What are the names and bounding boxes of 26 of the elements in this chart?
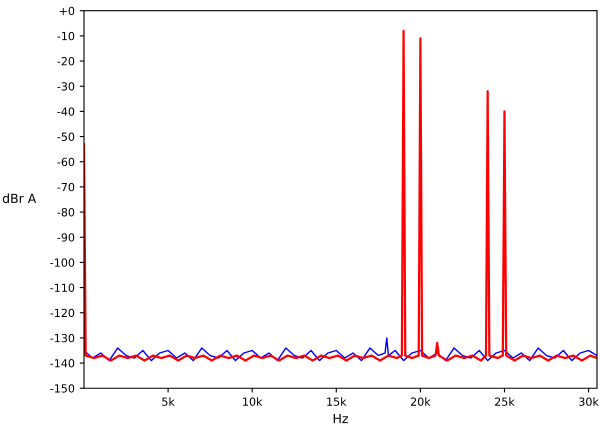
y-tick-label: -20 <box>57 57 74 66</box>
y-tick-label: -90 <box>57 233 74 242</box>
y-tick-label: -120 <box>50 308 74 318</box>
x-axis-title: Hz <box>334 414 348 424</box>
y-tick-label: +0 <box>60 6 74 16</box>
x-tick-label: 15k <box>327 397 347 406</box>
y-tick-label: -40 <box>57 107 74 116</box>
x-tick-label: 30k <box>579 397 599 406</box>
y-tick-label: -70 <box>57 182 74 192</box>
x-tick-label: 25k <box>495 397 515 406</box>
y-tick-label: -30 <box>57 82 74 91</box>
y-axis-title: dBr A <box>2 193 36 204</box>
y-tick-label: -110 <box>50 284 74 292</box>
y-tick-label: -150 <box>50 384 74 393</box>
x-tick-label: 20k <box>410 397 431 406</box>
x-tick-label: 5k <box>162 397 175 406</box>
y-tick-label: -100 <box>50 258 74 267</box>
y-tick-label: -50 <box>57 132 74 141</box>
x-tick-label: 10k <box>243 397 262 406</box>
line-series <box>84 337 597 362</box>
y-tick-label: -80 <box>57 208 74 216</box>
line-series <box>84 30 597 362</box>
y-tick-label: -130 <box>50 334 74 342</box>
y-tick-label: -60 <box>57 158 74 166</box>
y-tick-label: -10 <box>57 32 74 40</box>
y-tick-label: -140 <box>50 359 74 368</box>
